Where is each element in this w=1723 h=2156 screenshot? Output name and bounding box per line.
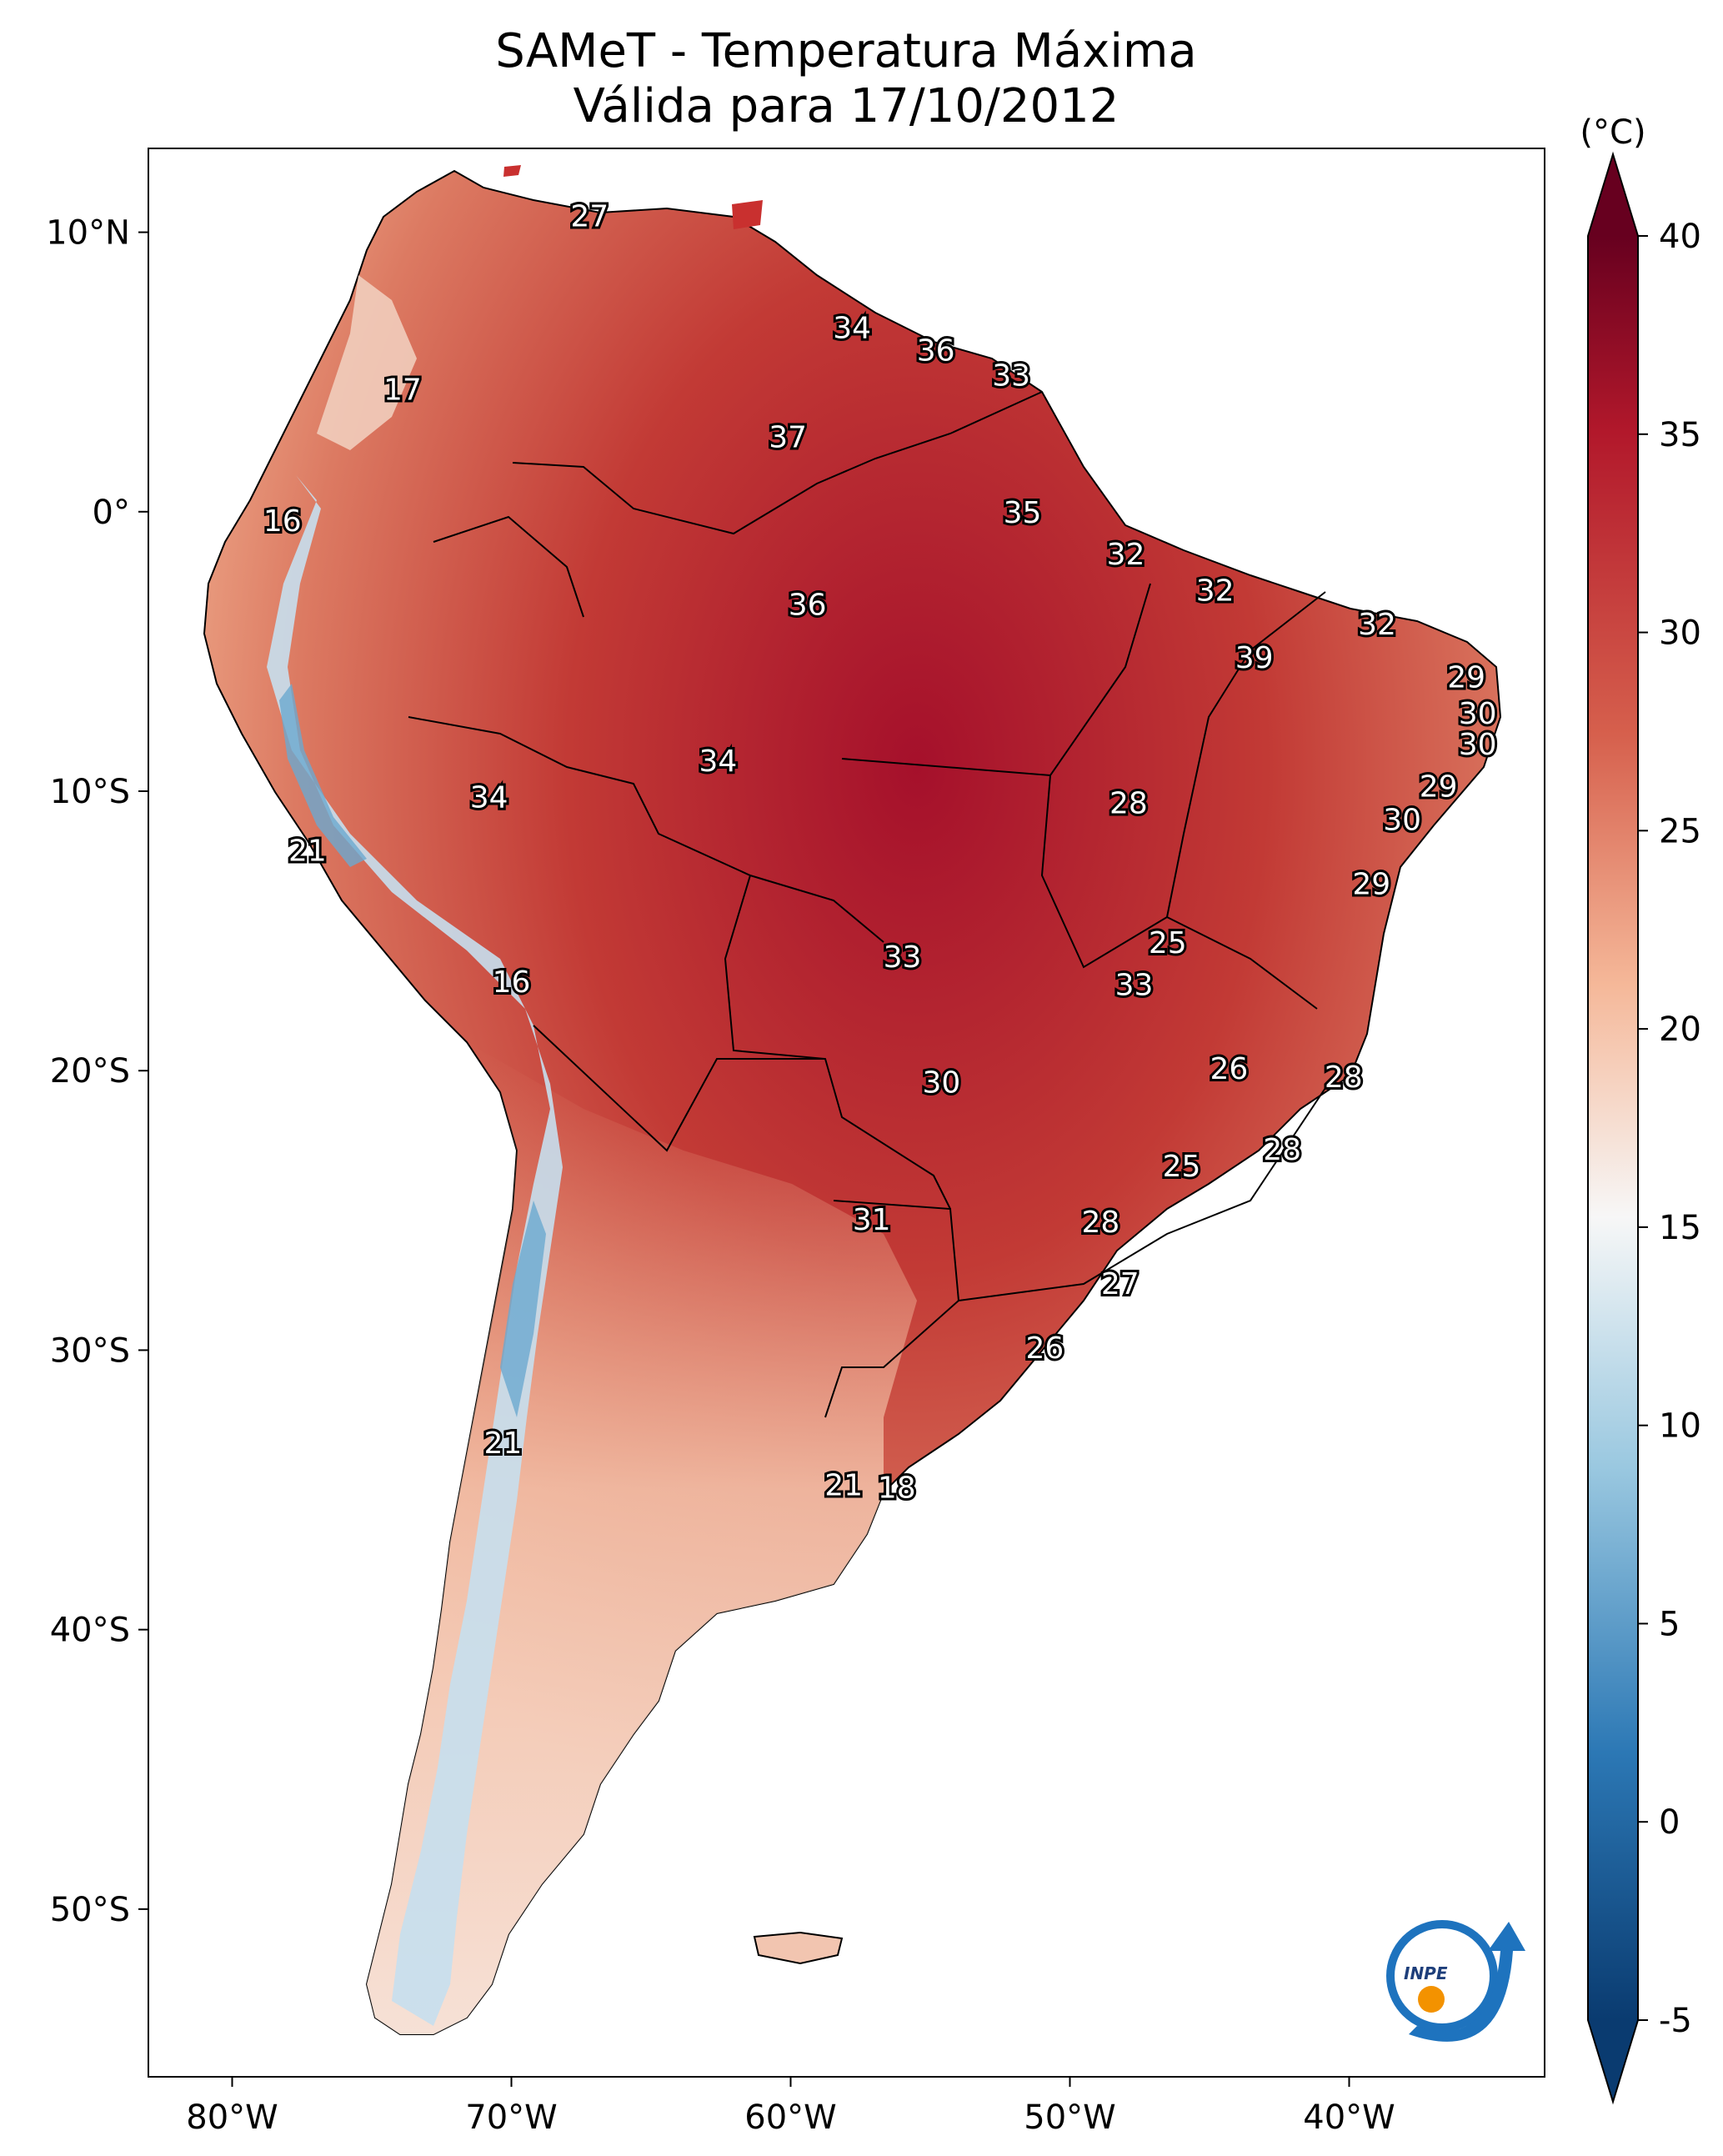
temperature-label: 16	[493, 965, 531, 1000]
temperature-label: 33	[992, 359, 1030, 394]
map-title-line1: SAMeT - Temperatura Máxima	[495, 24, 1197, 78]
inpe-logo-ring-icon	[1386, 1920, 1498, 2032]
lon-tick-label: 60°W	[744, 2098, 836, 2137]
lat-tick-label: 0°	[93, 494, 130, 532]
inpe-logo: INPE	[1386, 1920, 1525, 2042]
lat-tick-label: 10°S	[50, 773, 130, 811]
map-frame	[148, 148, 1545, 2078]
temperature-label: 30	[1459, 697, 1497, 731]
temperature-label: 30	[1383, 804, 1421, 838]
temperature-label: 33	[884, 940, 922, 975]
temperature-label: 25	[1163, 1150, 1201, 1184]
lat-tick-label: 10°N	[46, 214, 130, 253]
temperature-field	[203, 165, 1502, 2035]
colorbar-tick-label: 20	[1659, 1010, 1701, 1049]
colorbar-tick-label: 10	[1659, 1407, 1701, 1446]
temperature-label: 31	[853, 1203, 891, 1237]
colorbar-ticks: 40 35 30 25 20 15 10 5 0 -5	[1638, 218, 1701, 2040]
temperature-label: 30	[1459, 728, 1497, 762]
temperature-label: 21	[288, 834, 327, 868]
colorbar-tick-label: 30	[1659, 614, 1701, 653]
inpe-logo-text: INPE	[1404, 1963, 1448, 1983]
falkland-islands	[753, 1931, 844, 1965]
southern-cone-cooler-area	[367, 1042, 917, 2034]
colorbar-tick-label: 5	[1659, 1605, 1680, 1643]
temperature-label: 33	[1115, 968, 1154, 1002]
temperature-label: 28	[1263, 1133, 1301, 1167]
temperature-label: 36	[917, 333, 955, 368]
temperature-label: 34	[833, 312, 871, 346]
country-borders	[408, 391, 1335, 1418]
lat-tick-label: 50°S	[50, 1891, 130, 1929]
colorbar-unit-label: (°C)	[1580, 113, 1645, 152]
longitude-axis: 80°W 70°W 60°W 50°W 40°W	[186, 2077, 1395, 2137]
temperature-label: 27	[570, 199, 609, 233]
lon-tick-label: 50°W	[1024, 2098, 1115, 2137]
andes-cold-band	[267, 475, 563, 2026]
temperature-label: 30	[922, 1066, 960, 1101]
temperature-label: 32	[1358, 608, 1396, 642]
temperature-label: 34	[470, 781, 508, 815]
colorbar-extend-min-arrow	[1588, 2020, 1638, 2102]
colorbar-tick-label: 35	[1659, 416, 1701, 454]
temperature-label: 27	[1101, 1267, 1139, 1301]
temperature-label: 28	[1325, 1060, 1363, 1095]
map-title-line2: Válida para 17/10/2012	[573, 79, 1119, 133]
temperature-label: 36	[789, 588, 827, 622]
colorbar-tick-label: 15	[1659, 1209, 1701, 1247]
colorbar-tick-label: -5	[1659, 2002, 1692, 2040]
temperature-label: 32	[1107, 538, 1145, 572]
temperature-label: 26	[1025, 1331, 1064, 1366]
temperature-label: 35	[1004, 496, 1042, 530]
temperature-label: 21	[484, 1426, 523, 1461]
temperature-label: 25	[1149, 926, 1187, 960]
inpe-logo-dot-icon	[1418, 1986, 1445, 2013]
andes-colder-core	[279, 684, 546, 1417]
colorbar: (°C) 40 35 30 25 20 15 10 5 0 -5	[1580, 113, 1701, 2105]
temperature-label: 29	[1447, 661, 1485, 695]
colorbar-tick-label: 25	[1659, 812, 1701, 850]
temperature-label: 18	[878, 1472, 916, 1506]
lat-tick-label: 40°S	[50, 1612, 130, 1650]
temperature-label: 26	[1210, 1052, 1249, 1086]
temperature-label: 29	[1352, 868, 1390, 902]
temperature-label: 17	[383, 373, 422, 407]
latitude-axis: 10°N 0° 10°S 20°S 30°S 40°S 50°S	[46, 214, 148, 1929]
lon-tick-label: 80°W	[186, 2098, 278, 2137]
colorbar-extend-max-arrow	[1588, 154, 1638, 236]
temperature-label: 28	[1109, 786, 1148, 820]
colorbar-tick-label: 0	[1659, 1803, 1680, 1842]
temperature-label: 29	[1420, 770, 1458, 804]
temperature-label: 34	[699, 745, 737, 779]
temperature-label: 21	[824, 1468, 863, 1502]
temperature-label: 28	[1081, 1206, 1119, 1240]
northern-andes-cool	[317, 275, 417, 450]
temperature-label: 39	[1235, 641, 1274, 675]
inpe-logo-arrow-icon	[1409, 1922, 1525, 2042]
lat-tick-label: 30°S	[50, 1331, 130, 1370]
temperature-label: 16	[263, 504, 302, 539]
colorbar-gradient	[1588, 236, 1638, 2020]
temperature-label: 32	[1196, 574, 1235, 609]
colorbar-tick-label: 40	[1659, 218, 1701, 256]
lat-tick-label: 20°S	[50, 1052, 130, 1091]
caribbean-islands	[503, 165, 763, 229]
lon-tick-label: 70°W	[465, 2098, 557, 2137]
temperature-label: 37	[769, 420, 807, 454]
lon-tick-label: 40°W	[1303, 2098, 1395, 2137]
